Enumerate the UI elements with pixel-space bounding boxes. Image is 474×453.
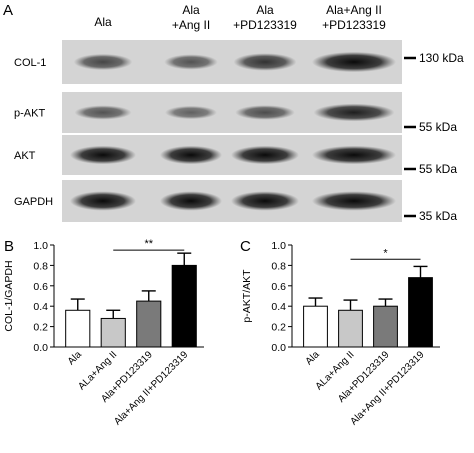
- panel-letter: C: [240, 238, 251, 255]
- panel-letter: B: [4, 238, 14, 255]
- bar-3: [136, 300, 162, 348]
- marker-label: 130 kDa: [419, 51, 464, 65]
- blot-akt: AKT 55 kDa: [14, 135, 457, 176]
- y-axis-label: COL-1/GAPDH: [3, 260, 15, 331]
- y-tick-label: 0.8: [271, 260, 286, 272]
- lane-label-2: Ala: [182, 3, 200, 17]
- marker-label: 55 kDa: [419, 120, 457, 134]
- lane-label-4: Ala+Ang II: [326, 3, 382, 17]
- bar-1: [303, 305, 328, 348]
- y-axis-label: p-AKT/AKT: [241, 269, 253, 323]
- blot-band: [313, 103, 395, 122]
- y-tick-label: 0.4: [271, 301, 286, 313]
- blot-label: AKT: [14, 150, 36, 162]
- lane-label-3-line2: +PD123319: [233, 18, 297, 32]
- panel-a-letter: A: [3, 2, 13, 19]
- blot-band: [235, 105, 295, 120]
- y-tick-label: 0.2: [33, 322, 48, 334]
- marker-label: 35 kDa: [419, 209, 457, 223]
- x-tick-label: Ala+Ang II+PD123319: [112, 349, 190, 427]
- y-tick-label: 0.0: [33, 342, 48, 354]
- blot-band: [312, 191, 396, 211]
- blot-band: [164, 54, 218, 70]
- blot-band: [165, 105, 217, 120]
- blot-band: [312, 51, 396, 73]
- blot-label: COL-1: [14, 57, 46, 69]
- chart-col1-gapdh: B0.00.20.40.60.81.0COL-1/GAPDHAlaALa+Ang…: [3, 238, 204, 428]
- blot-band: [231, 191, 299, 211]
- blot-band: [312, 145, 396, 165]
- y-tick-label: 1.0: [271, 240, 286, 252]
- y-tick-label: 0.4: [33, 301, 48, 313]
- blot-band: [231, 145, 299, 165]
- blot-label: GAPDH: [14, 196, 53, 208]
- blot-band: [74, 105, 132, 120]
- blot-col-1: COL-1 130 kDa: [14, 40, 464, 84]
- y-tick-label: 0.8: [33, 260, 48, 272]
- lane-label-4-line2: +PD123319: [322, 18, 386, 32]
- bar-1: [65, 309, 91, 348]
- lane-label-3: Ala: [256, 3, 274, 17]
- blot-band: [73, 53, 133, 71]
- blot-band: [233, 53, 297, 71]
- blot-band: [160, 191, 222, 211]
- bar-4: [408, 277, 433, 348]
- significance-label: **: [144, 238, 153, 250]
- x-tick-label: Ala: [66, 349, 84, 367]
- lane-label-2-line2: +Ang II: [172, 18, 210, 32]
- y-tick-label: 0.6: [33, 281, 48, 293]
- bar-2: [338, 309, 363, 348]
- significance-label: *: [383, 247, 388, 259]
- bar-4: [171, 264, 197, 348]
- y-tick-label: 0.0: [271, 342, 286, 354]
- y-tick-label: 0.2: [271, 322, 286, 334]
- blot-band: [70, 191, 136, 211]
- lane-label-1: Ala: [94, 15, 112, 29]
- x-tick-label: Ala: [304, 349, 322, 367]
- marker-label: 55 kDa: [419, 162, 457, 176]
- blot-label: p-AKT: [14, 108, 45, 120]
- y-tick-label: 0.6: [271, 281, 286, 293]
- blot-band: [160, 145, 222, 165]
- bar-3: [373, 305, 398, 348]
- bar-2: [100, 317, 126, 348]
- blot-gapdh: GAPDH 35 kDa: [14, 180, 457, 223]
- blot-p-akt: p-AKT 55 kDa: [14, 92, 457, 134]
- blot-band: [70, 145, 136, 165]
- y-tick-label: 1.0: [33, 240, 48, 252]
